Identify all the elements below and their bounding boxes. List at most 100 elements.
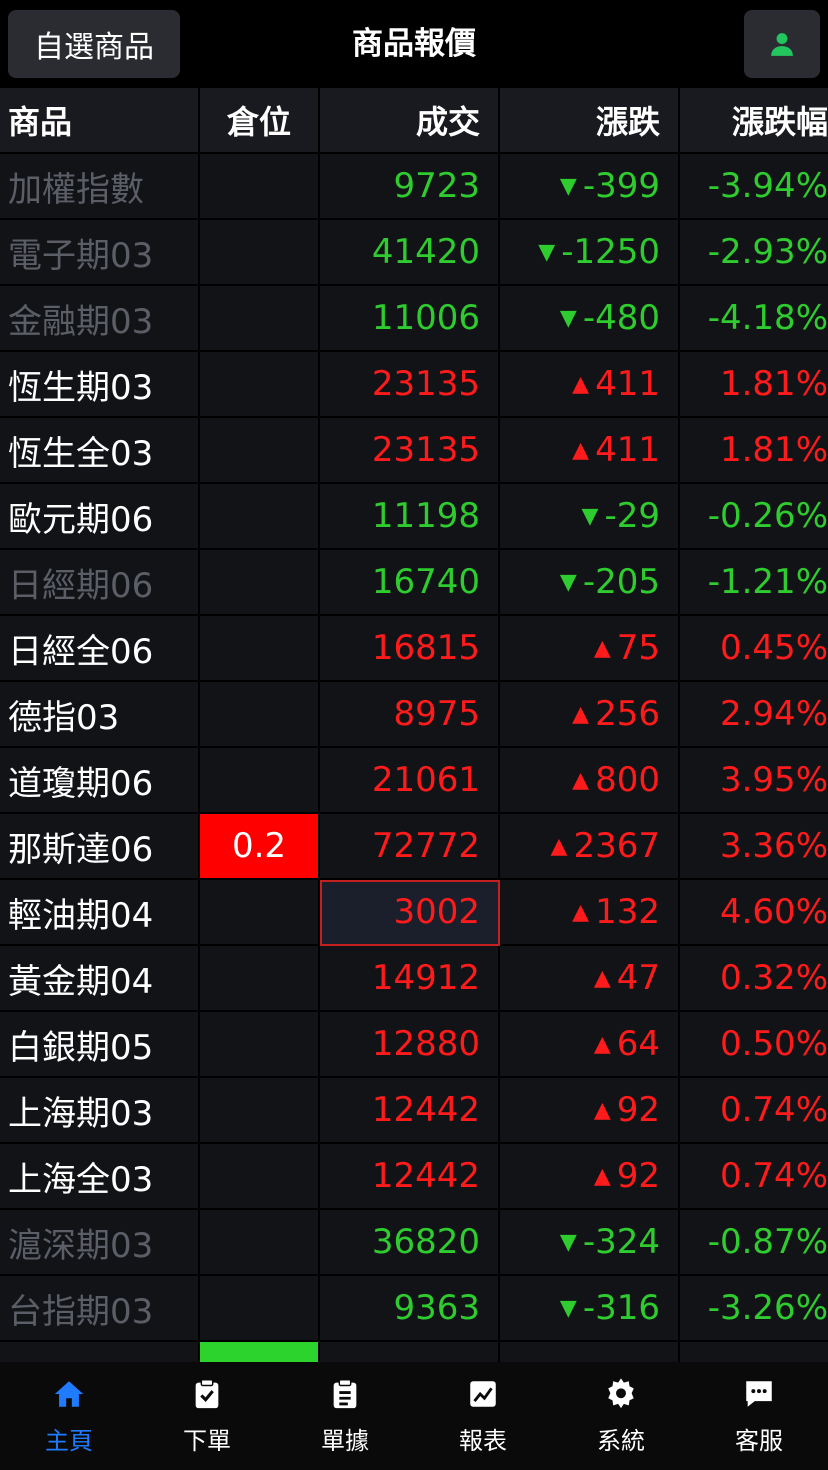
product-name[interactable] — [0, 1342, 200, 1362]
table-row[interactable]: 台指期03 9363 ▼ -316 -3.26% — [0, 1276, 828, 1342]
position-cell[interactable] — [200, 1012, 320, 1078]
price-cell[interactable]: 9723 — [320, 154, 500, 220]
position-cell[interactable] — [200, 550, 320, 616]
table-row[interactable]: 輕油期04 3002 ▲ 132 4.60% — [0, 880, 828, 946]
table-row[interactable]: 道瓊期06 21061 ▲ 800 3.95% — [0, 748, 828, 814]
user-button[interactable] — [744, 10, 820, 78]
change-cell: ▲ 92 — [500, 1144, 680, 1210]
product-name[interactable]: 日經期06 — [0, 550, 200, 616]
product-name[interactable]: 恆生全03 — [0, 418, 200, 484]
table-row[interactable]: 歐元期06 11198 ▼ -29 -0.26% — [0, 484, 828, 550]
product-name[interactable]: 金融期03 — [0, 286, 200, 352]
price-cell[interactable]: 41420 — [320, 220, 500, 286]
column-header-price[interactable]: 成交 — [320, 88, 500, 154]
nav-item-1[interactable]: 下單 — [138, 1362, 276, 1470]
product-name[interactable]: 恆生期03 — [0, 352, 200, 418]
price-cell[interactable]: 9363 — [320, 1276, 500, 1342]
column-header-position[interactable]: 倉位 — [200, 88, 320, 154]
position-cell[interactable] — [200, 418, 320, 484]
table-row[interactable]: 德指03 8975 ▲ 256 2.94% — [0, 682, 828, 748]
price-cell[interactable]: 12880 — [320, 1012, 500, 1078]
change-cell: ▲ 75 — [500, 616, 680, 682]
position-cell[interactable]: 0.2 — [200, 814, 320, 880]
nav-item-3[interactable]: 報表 — [414, 1362, 552, 1470]
table-row[interactable]: 電子期03 41420 ▼ -1250 -2.93% — [0, 220, 828, 286]
change-pct-cell: 3.36% — [680, 814, 828, 880]
product-name[interactable]: 白銀期05 — [0, 1012, 200, 1078]
product-name[interactable]: 台指期03 — [0, 1276, 200, 1342]
position-cell[interactable] — [200, 1276, 320, 1342]
position-cell[interactable] — [200, 1078, 320, 1144]
product-name[interactable]: 黃金期04 — [0, 946, 200, 1012]
product-name[interactable]: 上海期03 — [0, 1078, 200, 1144]
column-header-change[interactable]: 漲跌 — [500, 88, 680, 154]
gear-icon — [604, 1377, 638, 1415]
table-row[interactable]: 日經期06 16740 ▼ -205 -1.21% — [0, 550, 828, 616]
position-cell[interactable] — [200, 286, 320, 352]
price-cell[interactable]: 3002 — [320, 880, 500, 946]
triangle-down-icon: ▼ — [538, 239, 556, 265]
product-name[interactable]: 那斯達06 — [0, 814, 200, 880]
table-header: 商品 倉位 成交 漲跌 漲跌幅 — [0, 88, 828, 154]
column-header-change-pct[interactable]: 漲跌幅 — [680, 88, 828, 154]
price-cell[interactable]: 23135 — [320, 352, 500, 418]
table-row[interactable]: 黃金期04 14912 ▲ 47 0.32% — [0, 946, 828, 1012]
table-row[interactable]: 上海期03 12442 ▲ 92 0.74% — [0, 1078, 828, 1144]
table-row[interactable]: 那斯達06 0.2 72772 ▲ 2367 3.36% — [0, 814, 828, 880]
position-cell[interactable] — [200, 1210, 320, 1276]
nav-item-0[interactable]: 主頁 — [0, 1362, 138, 1470]
home-icon — [52, 1377, 86, 1415]
product-name[interactable]: 德指03 — [0, 682, 200, 748]
position-cell[interactable] — [200, 616, 320, 682]
position-cell[interactable] — [200, 1342, 320, 1362]
favorites-button[interactable]: 自選商品 — [8, 10, 180, 78]
nav-item-5[interactable]: 客服 — [690, 1362, 828, 1470]
change-value: 2367 — [573, 826, 660, 866]
price-cell[interactable] — [320, 1342, 500, 1362]
price-cell[interactable]: 8975 — [320, 682, 500, 748]
product-name[interactable]: 輕油期04 — [0, 880, 200, 946]
price-cell[interactable]: 23135 — [320, 418, 500, 484]
position-cell[interactable] — [200, 154, 320, 220]
table-row[interactable]: 滬深期03 36820 ▼ -324 -0.87% — [0, 1210, 828, 1276]
table-row[interactable] — [0, 1342, 828, 1362]
clipboard-check-icon — [190, 1377, 224, 1415]
product-name[interactable]: 電子期03 — [0, 220, 200, 286]
position-cell[interactable] — [200, 880, 320, 946]
product-name[interactable]: 日經全06 — [0, 616, 200, 682]
position-cell[interactable] — [200, 484, 320, 550]
product-name[interactable]: 滬深期03 — [0, 1210, 200, 1276]
product-name[interactable]: 歐元期06 — [0, 484, 200, 550]
change-cell: ▼ -480 — [500, 286, 680, 352]
table-row[interactable]: 恆生期03 23135 ▲ 411 1.81% — [0, 352, 828, 418]
product-name[interactable]: 上海全03 — [0, 1144, 200, 1210]
position-cell[interactable] — [200, 946, 320, 1012]
price-cell[interactable]: 16815 — [320, 616, 500, 682]
table-row[interactable]: 金融期03 11006 ▼ -480 -4.18% — [0, 286, 828, 352]
nav-item-4[interactable]: 系統 — [552, 1362, 690, 1470]
price-cell[interactable]: 16740 — [320, 550, 500, 616]
column-header-product[interactable]: 商品 — [0, 88, 200, 154]
table-row[interactable]: 日經全06 16815 ▲ 75 0.45% — [0, 616, 828, 682]
nav-item-2[interactable]: 單據 — [276, 1362, 414, 1470]
position-cell[interactable] — [200, 1144, 320, 1210]
price-cell[interactable]: 11198 — [320, 484, 500, 550]
price-cell[interactable]: 11006 — [320, 286, 500, 352]
product-name[interactable]: 道瓊期06 — [0, 748, 200, 814]
table-row[interactable]: 加權指數 9723 ▼ -399 -3.94% — [0, 154, 828, 220]
change-cell — [500, 1342, 680, 1362]
price-cell[interactable]: 12442 — [320, 1078, 500, 1144]
price-cell[interactable]: 72772 — [320, 814, 500, 880]
price-cell[interactable]: 36820 — [320, 1210, 500, 1276]
price-cell[interactable]: 14912 — [320, 946, 500, 1012]
price-cell[interactable]: 21061 — [320, 748, 500, 814]
position-cell[interactable] — [200, 220, 320, 286]
table-row[interactable]: 恆生全03 23135 ▲ 411 1.81% — [0, 418, 828, 484]
position-cell[interactable] — [200, 748, 320, 814]
table-row[interactable]: 上海全03 12442 ▲ 92 0.74% — [0, 1144, 828, 1210]
position-cell[interactable] — [200, 682, 320, 748]
table-row[interactable]: 白銀期05 12880 ▲ 64 0.50% — [0, 1012, 828, 1078]
position-cell[interactable] — [200, 352, 320, 418]
price-cell[interactable]: 12442 — [320, 1144, 500, 1210]
product-name[interactable]: 加權指數 — [0, 154, 200, 220]
